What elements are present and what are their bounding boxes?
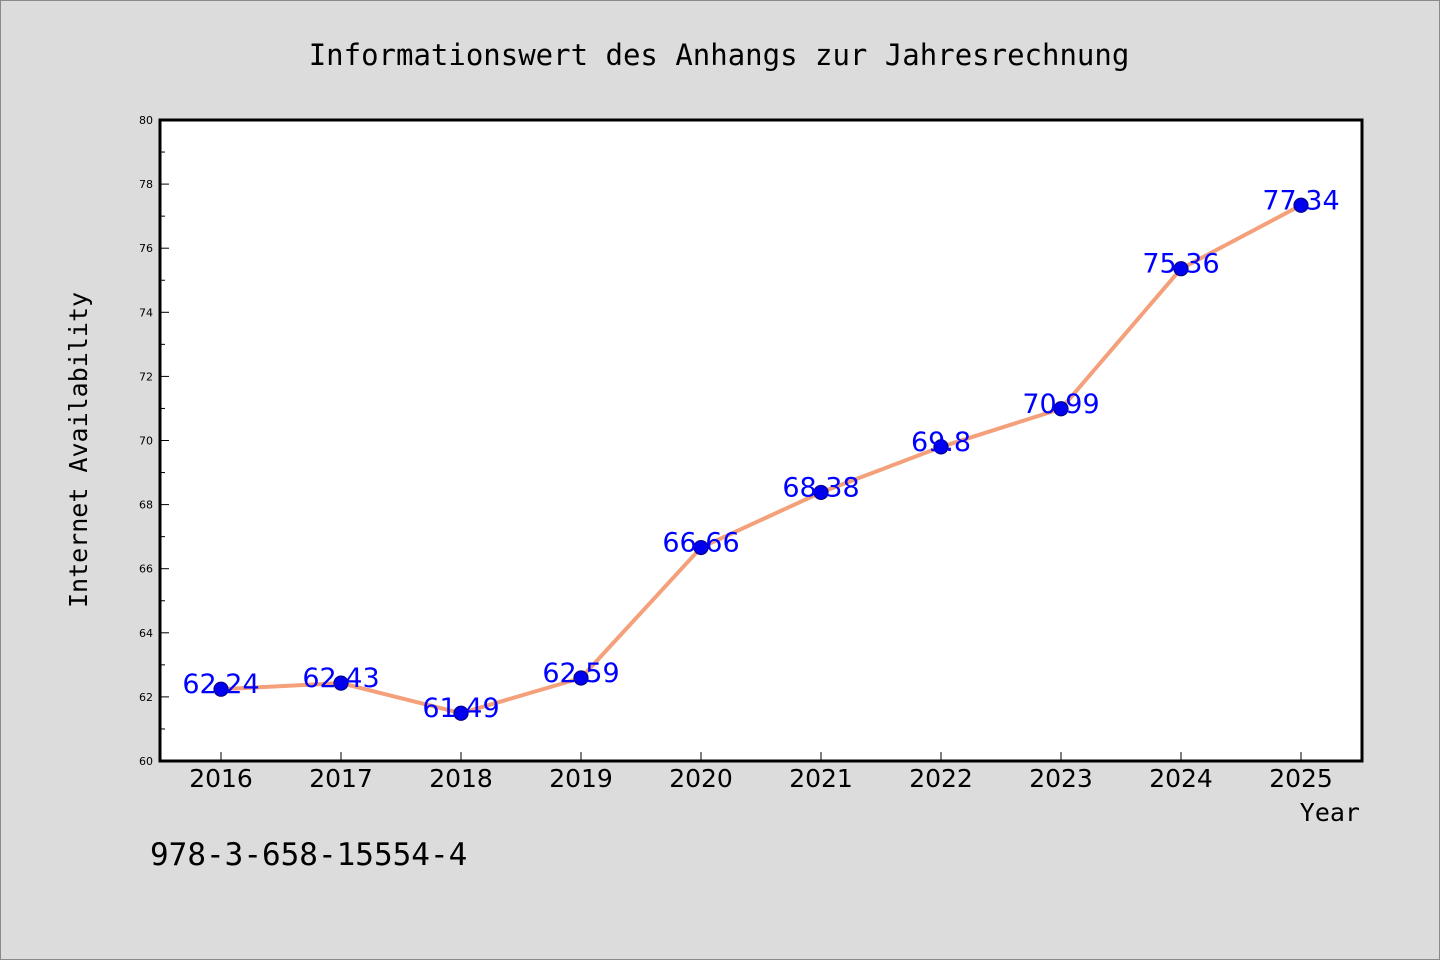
y-tick-label: 70 (139, 435, 153, 448)
x-tick-label: 2017 (309, 764, 373, 793)
data-label: 69.8 (911, 427, 971, 458)
chart-title: Informationswert des Anhangs zur Jahresr… (309, 38, 1130, 72)
x-tick-label: 2025 (1269, 764, 1333, 793)
data-point (333, 675, 349, 691)
x-tick-label: 2019 (549, 764, 613, 793)
y-tick-label: 68 (139, 499, 153, 512)
y-tick-label: 66 (139, 563, 153, 576)
data-label: 61.49 (422, 693, 499, 724)
y-tick-label: 60 (139, 755, 153, 768)
data-point (1293, 197, 1309, 213)
data-point (573, 670, 589, 686)
x-tick-label: 2021 (789, 764, 853, 793)
x-axis-label: Year (1300, 798, 1360, 827)
data-label: 62.43 (302, 663, 379, 694)
markers-group (213, 197, 1309, 721)
x-tick-label: 2016 (189, 764, 253, 793)
data-point (1053, 401, 1069, 417)
x-tick-label: 2024 (1149, 764, 1213, 793)
data-point (213, 681, 229, 697)
y-tick-label: 78 (139, 178, 153, 191)
series-line (219, 203, 1303, 716)
y-tick-label: 76 (139, 242, 153, 255)
y-axis: 60 62 64 66 68 70 72 74 76 78 80 (139, 114, 169, 768)
data-label: 77.34 (1262, 185, 1339, 216)
x-tick-label: 2023 (1029, 764, 1093, 793)
x-axis: 2016 2017 2018 2019 2020 2021 2022 2023 2024 2025 (189, 752, 1333, 793)
data-label: 70.99 (1022, 389, 1099, 420)
data-label: 62.59 (542, 658, 619, 689)
x-tick-label: 2018 (429, 764, 493, 793)
y-tick-label: 74 (139, 306, 153, 319)
y-tick-label: 72 (139, 370, 153, 383)
x-tick-label: 2022 (909, 764, 973, 793)
series-line-group (219, 203, 1303, 716)
y-tick-label: 80 (139, 114, 153, 127)
y-tick-label: 62 (139, 691, 153, 704)
data-point (933, 439, 949, 455)
data-point (453, 705, 469, 721)
y-axis-label: Internet Availability (64, 292, 93, 608)
data-label: 66.66 (662, 528, 739, 559)
data-label: 75.36 (1142, 249, 1219, 280)
x-tick-label: 2020 (669, 764, 733, 793)
data-labels-group: 62.24 62.43 61.49 62.59 66.66 68.38 69.8 70.99 7… (182, 185, 1339, 724)
isbn-text: 978-3-658-15554-4 (150, 837, 467, 873)
data-point (1173, 261, 1189, 277)
data-point (813, 484, 829, 501)
plot-frame (158, 118, 1364, 763)
y-tick-label: 64 (139, 627, 153, 640)
data-label: 68.38 (782, 472, 859, 503)
plot-area (160, 120, 1362, 761)
data-point (693, 539, 709, 556)
data-label: 62.24 (182, 669, 259, 700)
